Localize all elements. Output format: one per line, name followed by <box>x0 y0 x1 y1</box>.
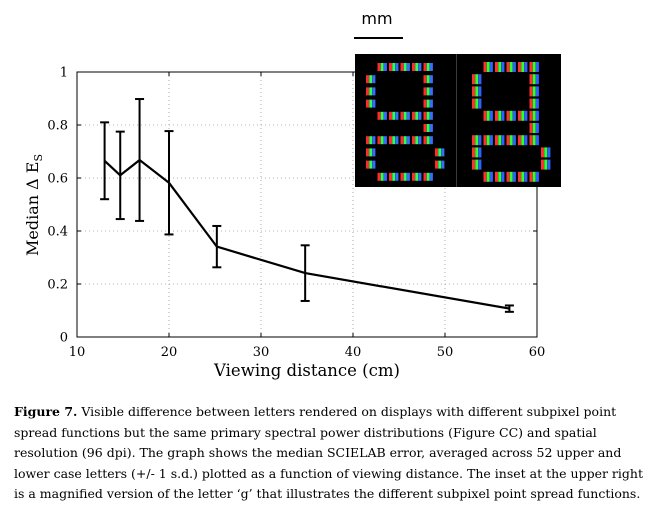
tick-labels: 10 20 30 40 50 60 0 0.2 0.4 0.6 0.8 1 <box>47 66 545 361</box>
y-tick-label: 0.6 <box>47 172 68 187</box>
y-tick-label: 1 <box>60 66 68 81</box>
inset-right-letter <box>472 62 551 182</box>
x-tick-label: 30 <box>253 345 270 360</box>
y-tick-label: 0.2 <box>47 278 68 293</box>
error-bar <box>100 121 110 201</box>
error-bar <box>300 244 310 302</box>
x-tick-label: 20 <box>161 345 178 360</box>
error-bar <box>135 98 145 222</box>
y-axis-label: Median Δ ES <box>23 154 45 256</box>
inset-scale-label: mm <box>361 9 392 28</box>
error-bar <box>115 130 125 221</box>
y-tick-label: 0.8 <box>47 119 68 134</box>
y-tick-label: 0.4 <box>47 225 68 240</box>
error-bars <box>100 98 514 313</box>
figure-chart: 10 20 30 40 50 60 0 0.2 0.4 0.6 0.8 1 Viewing dista… <box>23 9 561 380</box>
x-tick-label: 10 <box>69 345 86 360</box>
caption-label: Figure 7. <box>14 404 78 419</box>
error-bar <box>504 304 514 313</box>
figure-caption: Figure 7. Visible difference between let… <box>14 402 654 505</box>
inset-letter-image <box>355 54 561 187</box>
y-axis-label-subscript: S <box>32 154 45 162</box>
caption-text: Visible difference between letters rende… <box>14 404 643 501</box>
inset-left-letter <box>366 63 445 181</box>
y-tick-label: 0 <box>60 331 68 346</box>
x-tick-label: 50 <box>437 345 454 360</box>
plot-frame <box>76 71 538 338</box>
y-axis-label-main: Median Δ E <box>23 162 42 256</box>
x-tick-label: 40 <box>345 345 362 360</box>
x-tick-label: 60 <box>529 345 546 360</box>
x-axis-label: Viewing distance (cm) <box>213 361 400 380</box>
error-bar <box>164 130 174 236</box>
error-bar <box>212 224 222 269</box>
